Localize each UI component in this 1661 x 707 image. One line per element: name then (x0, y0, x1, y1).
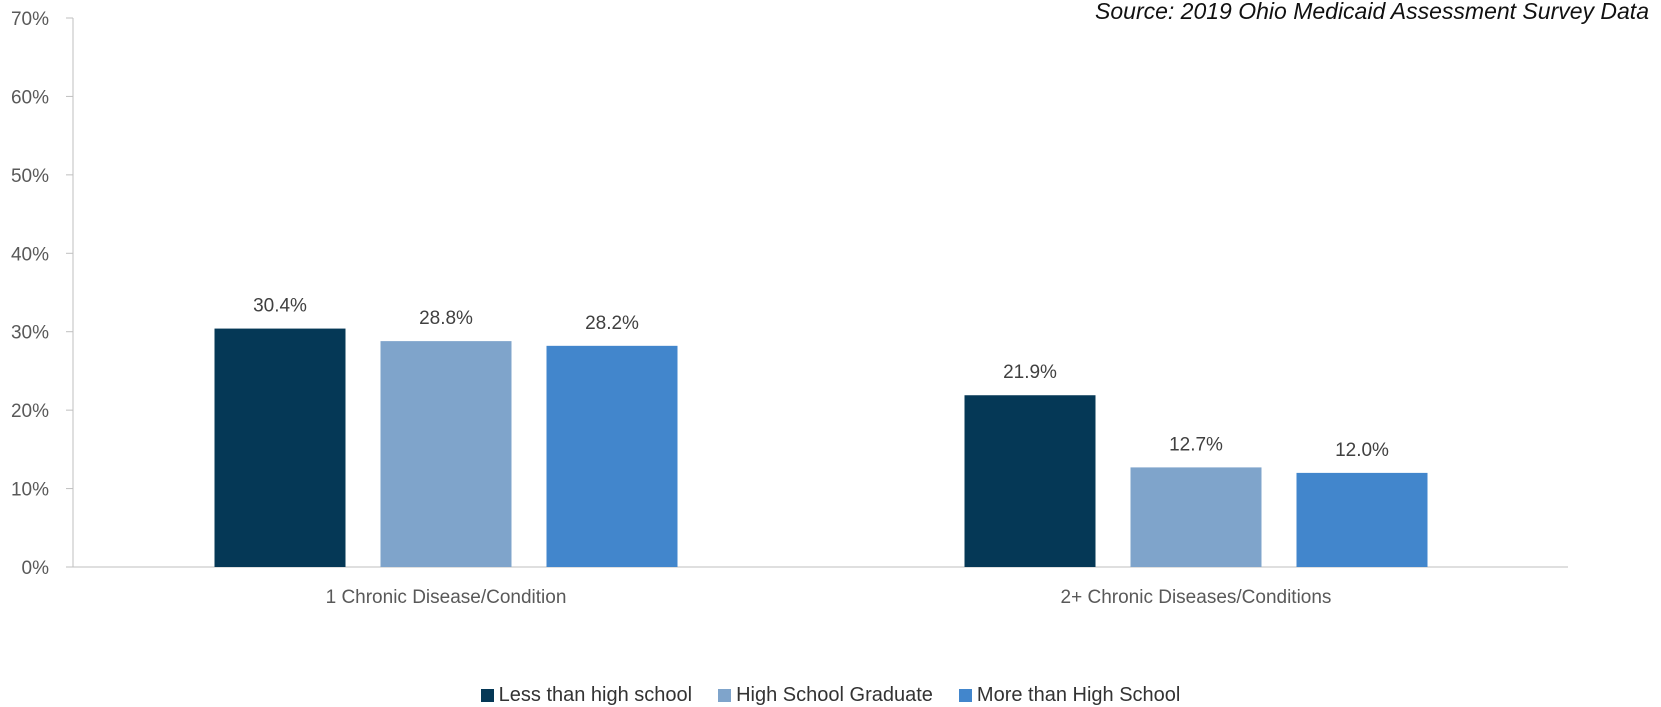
data-label: 21.9% (1003, 362, 1057, 383)
y-tick-label: 30% (11, 323, 49, 344)
data-label: 12.7% (1169, 434, 1223, 455)
data-label: 28.8% (419, 308, 473, 329)
data-label: 12.0% (1335, 440, 1389, 461)
bar (380, 341, 512, 567)
legend-swatch-high-school-graduate (718, 688, 732, 702)
y-tick-label: 40% (11, 244, 49, 265)
category-label: 1 Chronic Disease/Condition (326, 587, 567, 608)
y-tick-label: 50% (11, 166, 49, 187)
legend-label-high-school-graduate: High School Graduate (736, 683, 933, 706)
legend-swatch-less-than-high-school (480, 688, 494, 702)
legend-swatch-more-than-high-school (958, 688, 972, 702)
legend: Less than high school High School Gradua… (0, 684, 1661, 706)
source-note: Source: 2019 Ohio Medicaid Assessment Su… (1095, 0, 1649, 24)
bar (964, 395, 1096, 567)
legend-item-less-than-high-school: Less than high school (480, 683, 693, 706)
data-label: 30.4% (253, 296, 307, 317)
y-tick-label: 10% (11, 480, 49, 501)
data-label: 28.2% (585, 313, 639, 334)
legend-label-more-than-high-school: More than High School (976, 683, 1181, 706)
bar (1130, 467, 1262, 567)
y-tick-label: 70% (11, 9, 49, 30)
legend-item-more-than-high-school: More than High School (958, 683, 1181, 706)
category-label: 2+ Chronic Diseases/Conditions (1061, 587, 1332, 608)
y-tick-label: 60% (11, 87, 49, 108)
bar (214, 328, 346, 567)
legend-label-less-than-high-school: Less than high school (498, 683, 693, 706)
bar (1296, 472, 1428, 567)
legend-item-high-school-graduate: High School Graduate (718, 684, 933, 706)
bar (546, 345, 678, 567)
y-tick-label: 20% (11, 401, 49, 422)
y-tick-label: 0% (22, 558, 50, 579)
